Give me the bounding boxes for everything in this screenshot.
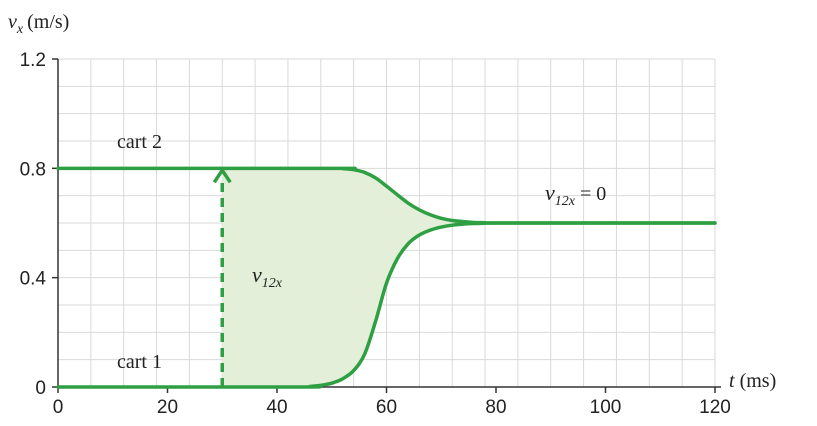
- x-tick-label: 80: [485, 397, 506, 418]
- arrow-label: v12x: [252, 262, 283, 291]
- y-tick-label: 0: [35, 378, 46, 399]
- x-tick-label: 60: [376, 397, 397, 418]
- velocity-difference-area: [222, 168, 496, 388]
- cart2-label: cart 2: [117, 131, 162, 153]
- x-tick-label: 0: [53, 397, 64, 418]
- series-line-cart-1: [56, 221, 717, 389]
- arrow-head: [212, 167, 232, 184]
- y-tick-label: 1.2: [20, 50, 46, 71]
- x-axis-label: t (ms): [729, 370, 776, 392]
- series: [56, 166, 717, 389]
- y-tick-label: 0.4: [20, 269, 47, 290]
- final-velocity-label: v12x = 0: [545, 180, 606, 209]
- y-axis-label: vx (m/s): [8, 11, 69, 37]
- x-tick-label: 120: [699, 397, 731, 418]
- cart1-label: cart 1: [117, 351, 162, 373]
- tick-labels: 0 20 40 60 80 100 120 0 0.4 0.8 1.2: [20, 50, 731, 418]
- velocity-arrow: [212, 167, 232, 387]
- y-tick-label: 0.8: [20, 159, 46, 180]
- x-tick-label: 100: [590, 397, 622, 418]
- x-tick-label: 20: [157, 397, 178, 418]
- x-tick-label: 40: [266, 397, 287, 418]
